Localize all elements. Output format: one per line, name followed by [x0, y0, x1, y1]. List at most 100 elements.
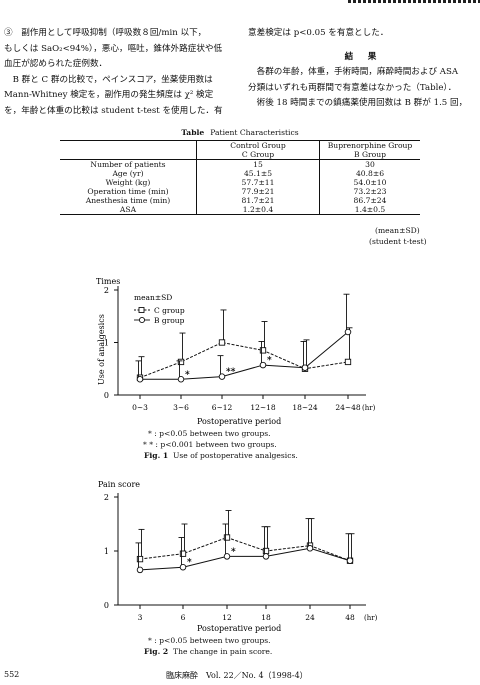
x-tick-label: 3~6	[173, 403, 189, 412]
y-tick-label: 2	[104, 286, 109, 295]
data-point	[344, 328, 352, 336]
table-header-row: C Group B Group	[60, 150, 420, 160]
row-label: Operation time (min)	[87, 187, 169, 196]
x-tick-label: 3	[138, 613, 143, 622]
cell-c-group: 57.7±11	[196, 178, 320, 187]
data-point	[177, 358, 185, 366]
table-row: Operation time (min) 77.9±21 73.2±23	[60, 187, 420, 196]
caption-label: Fig. 1	[144, 451, 169, 460]
x-tick-label: 24~48	[335, 403, 361, 412]
significance-mark: *	[187, 558, 192, 568]
row-label: Anesthesia time (min)	[85, 196, 171, 205]
cell-b-group: 40.8±6	[319, 169, 420, 178]
table-note: (mean±SD)	[375, 226, 420, 235]
text-line: 各群の年齢，体重，手術時間，麻酔時間および ASA	[248, 67, 459, 77]
column-header: Buprenorphine Group	[319, 140, 420, 150]
data-point	[218, 373, 226, 380]
y-tick-label: 2	[104, 493, 109, 502]
text-line: ③ 副作用として呼吸抑制（呼吸数８回/min 以下，	[4, 28, 207, 38]
x-tick-label: 12~18	[250, 403, 276, 412]
cell-b-group: 73.2±23	[319, 187, 420, 196]
cell-c-group: 1.2±0.4	[196, 205, 320, 215]
legend-label: B group	[154, 316, 185, 325]
text-line: 分類はいずれも両群間で有意差はなかった（Table）．	[248, 82, 457, 93]
x-tick-label: 6	[181, 613, 186, 622]
fig1-footnote: * : p<0.05 between two groups.	[148, 429, 271, 438]
cell-b-group: 54.0±10	[319, 178, 420, 187]
cell-c-group: 77.9±21	[196, 187, 320, 196]
fig1-footnote: * * : p<0.001 between two groups.	[143, 440, 277, 449]
row-label: Age (yr)	[112, 169, 144, 178]
results-heading: 結 果	[344, 51, 380, 62]
legend-label: C group	[154, 306, 185, 315]
cell-b-group: 1.4±0.5	[319, 205, 420, 215]
caption-text: Use of postoperative analgesics.	[173, 451, 298, 460]
x-tick-label: 24	[305, 613, 315, 622]
cell-b-group: 86.7±24	[319, 196, 420, 205]
figure-1-chart: Times Use of analgesics mean±SD C group …	[96, 277, 376, 426]
body-text-left: ③ 副作用として呼吸抑制（呼吸数８回/min 以下， もしくは SaO₂<94%…	[4, 26, 223, 119]
x-tick-label: 12	[222, 613, 232, 622]
table-row: Number of patients 15 30	[60, 159, 420, 169]
x-tick-label: 0~3	[132, 403, 148, 412]
data-point	[223, 553, 231, 560]
x-tick-label: 6~12	[212, 403, 233, 412]
page-number: 552	[4, 670, 20, 679]
data-point	[136, 566, 144, 574]
data-point	[259, 347, 267, 354]
series-line	[139, 341, 349, 379]
text-line: を，年齢と体重の比較は student t-test を使用した．有	[4, 105, 223, 116]
body-text-right: 意差検定は p<0.05 を有意とした． 結 果 各群の年齢，体重，手術時間，麻…	[248, 26, 476, 112]
data-point	[306, 545, 314, 552]
data-point	[218, 339, 226, 346]
data-point	[223, 534, 231, 541]
significance-mark: *	[185, 370, 190, 380]
table-row: Age (yr) 45.1±5 40.8±6	[60, 169, 420, 178]
series-line	[139, 547, 351, 571]
x-tick-label: 48	[345, 613, 355, 622]
table-title: Table Patient Characteristics	[0, 128, 480, 137]
data-point	[136, 376, 144, 383]
y-axis-title: Pain score	[98, 480, 140, 489]
text-line: B 群と C 群の比較で，ペインスコア，坐薬使用数は	[4, 74, 213, 85]
caption-text: The change in pain score.	[173, 647, 273, 656]
data-point	[136, 555, 144, 563]
column-header: Control Group	[196, 140, 320, 150]
text-line: 術後 18 時間までの鎮痛薬使用回数は B 群が 1.5 回，	[248, 98, 468, 108]
y-tick-label: 0	[104, 391, 109, 400]
x-axis-label: Postoperative period	[197, 417, 281, 426]
table-header-row: Control Group Buprenorphine Group	[60, 140, 420, 150]
x-unit-label: (hr)	[364, 614, 378, 622]
table-caption: Patient Characteristics	[210, 128, 299, 137]
row-label: Number of patients	[90, 160, 166, 169]
series-line	[140, 331, 349, 380]
data-point	[259, 361, 267, 369]
column-subheader: C Group	[196, 150, 320, 160]
cell-c-group: 15	[196, 159, 320, 169]
x-tick-label: 18~24	[292, 403, 318, 412]
data-point	[179, 563, 187, 571]
cell-c-group: 81.7±21	[196, 196, 320, 205]
x-tick-label: 18	[261, 613, 271, 622]
y-axis-title: Times	[96, 277, 120, 286]
cell-c-group: 45.1±5	[196, 169, 320, 178]
caption-label: Fig. 2	[144, 647, 169, 656]
journal-footer: 臨床麻酔 Vol. 22／No. 4（1998-4）	[166, 671, 308, 680]
significance-mark: *	[231, 547, 236, 557]
x-unit-label: (hr)	[362, 404, 376, 412]
legend-b-group: B group	[134, 316, 185, 325]
data-point	[177, 376, 185, 383]
y-axis-label: Use of analgesics	[97, 314, 106, 385]
fig1-caption: Fig. 1 Use of postoperative analgesics.	[144, 451, 298, 460]
significance-mark: **	[226, 368, 236, 378]
text-line: 意差検定は p<0.05 を有意とした．	[248, 28, 389, 38]
table-note: (student t-test)	[369, 237, 427, 246]
row-label: Weight (kg)	[105, 178, 151, 187]
data-point	[301, 364, 309, 371]
series-line	[139, 536, 351, 562]
fig2-caption: Fig. 2 The change in pain score.	[144, 647, 272, 656]
data-point	[346, 557, 354, 564]
